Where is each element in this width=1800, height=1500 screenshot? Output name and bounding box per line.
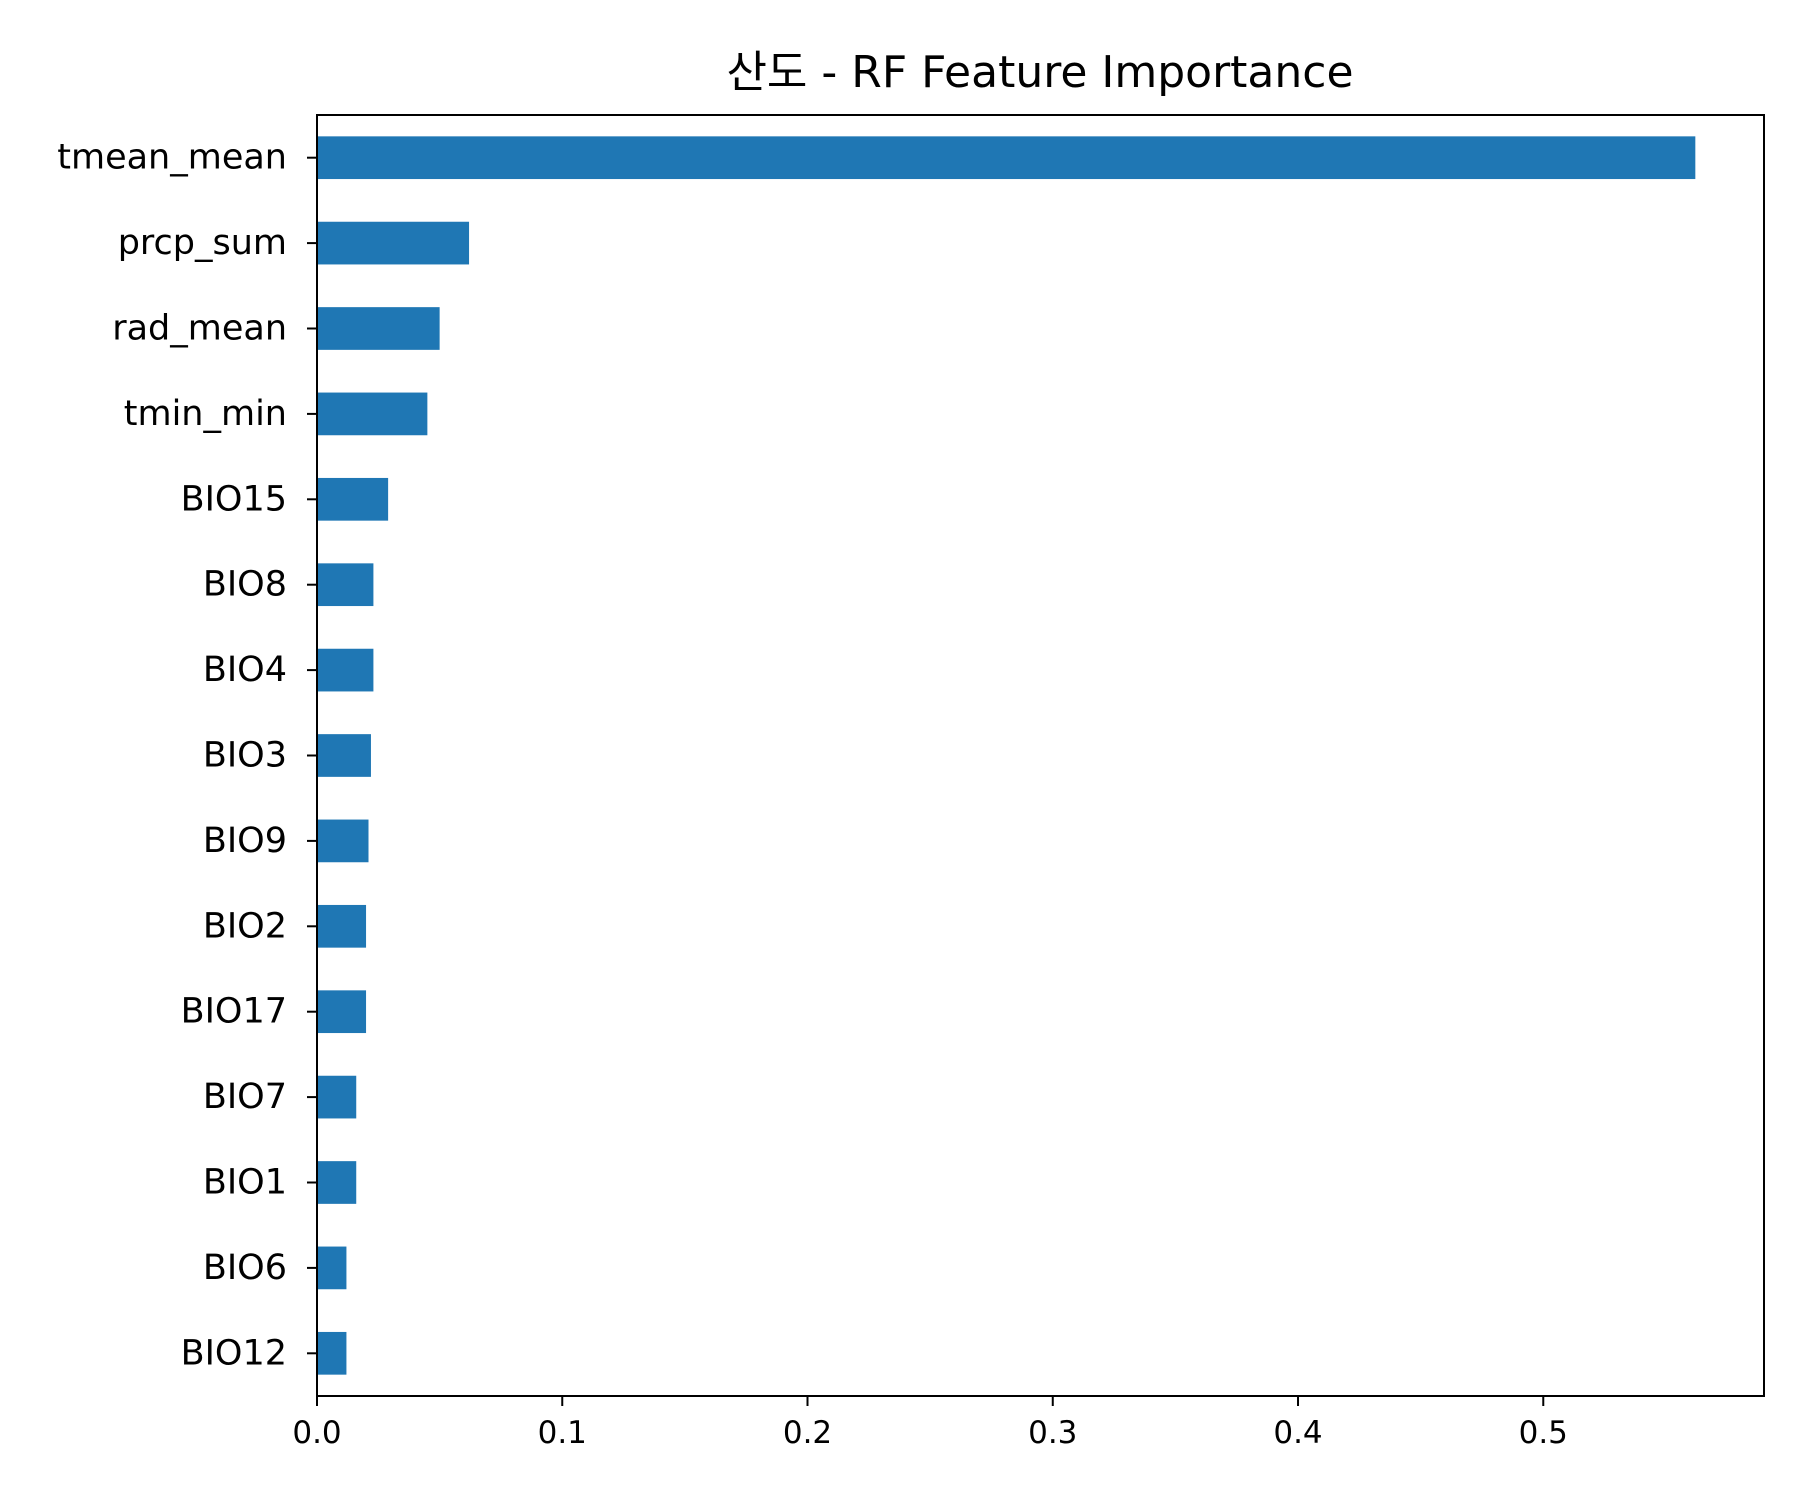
bar-BIO12	[317, 1331, 347, 1375]
y-tick-label: tmean_mean	[57, 138, 287, 178]
bar-BIO4	[317, 648, 374, 692]
bar-tmean_mean	[317, 136, 1696, 180]
bar-prcp_sum	[317, 221, 470, 265]
y-tick-label: BIO4	[203, 650, 287, 690]
y-tick-label: BIO15	[181, 479, 287, 519]
bar-BIO17	[317, 990, 367, 1034]
bar-BIO7	[317, 1075, 357, 1119]
bar-BIO6	[317, 1246, 347, 1290]
y-tick-label: BIO6	[203, 1248, 287, 1288]
y-axis: tmean_mean prcp_sum rad_mean tmin_min BIO15 B…	[57, 138, 317, 1373]
bar-BIO2	[317, 904, 367, 948]
y-tick-label: BIO12	[181, 1333, 287, 1373]
bar-BIO15	[317, 477, 389, 521]
y-tick-label: BIO7	[203, 1077, 287, 1117]
bars-group	[317, 136, 1696, 1375]
chart-title: 산도 - RF Feature Importance	[726, 47, 1353, 98]
y-tick-label: prcp_sum	[118, 223, 287, 263]
y-tick-label: BIO9	[203, 821, 287, 861]
y-tick-label: tmin_min	[124, 394, 287, 434]
bar-rad_mean	[317, 307, 440, 350]
bar-tmin_min	[317, 392, 428, 436]
y-tick-label: BIO8	[203, 565, 287, 605]
x-tick-label: 0.5	[1519, 1415, 1568, 1451]
y-tick-label: rad_mean	[112, 309, 287, 349]
x-tick-label: 0.1	[538, 1415, 587, 1451]
plot-frame	[316, 114, 1765, 1397]
y-tick-label: BIO1	[203, 1163, 287, 1203]
bar-BIO9	[317, 819, 369, 863]
x-tick-label: 0.0	[292, 1415, 341, 1451]
x-tick-label: 0.2	[783, 1415, 832, 1451]
y-tick-label: BIO2	[203, 906, 287, 946]
x-tick-label: 0.3	[1028, 1415, 1077, 1451]
y-tick-label: BIO17	[181, 992, 287, 1032]
x-tick-label: 0.4	[1273, 1415, 1322, 1451]
bar-BIO1	[317, 1161, 357, 1204]
x-axis: 0.0 0.1 0.2 0.3 0.4 0.5	[292, 1396, 1568, 1451]
y-tick-label: BIO3	[203, 736, 287, 776]
bar-BIO3	[317, 734, 371, 777]
bar-BIO8	[317, 563, 374, 607]
